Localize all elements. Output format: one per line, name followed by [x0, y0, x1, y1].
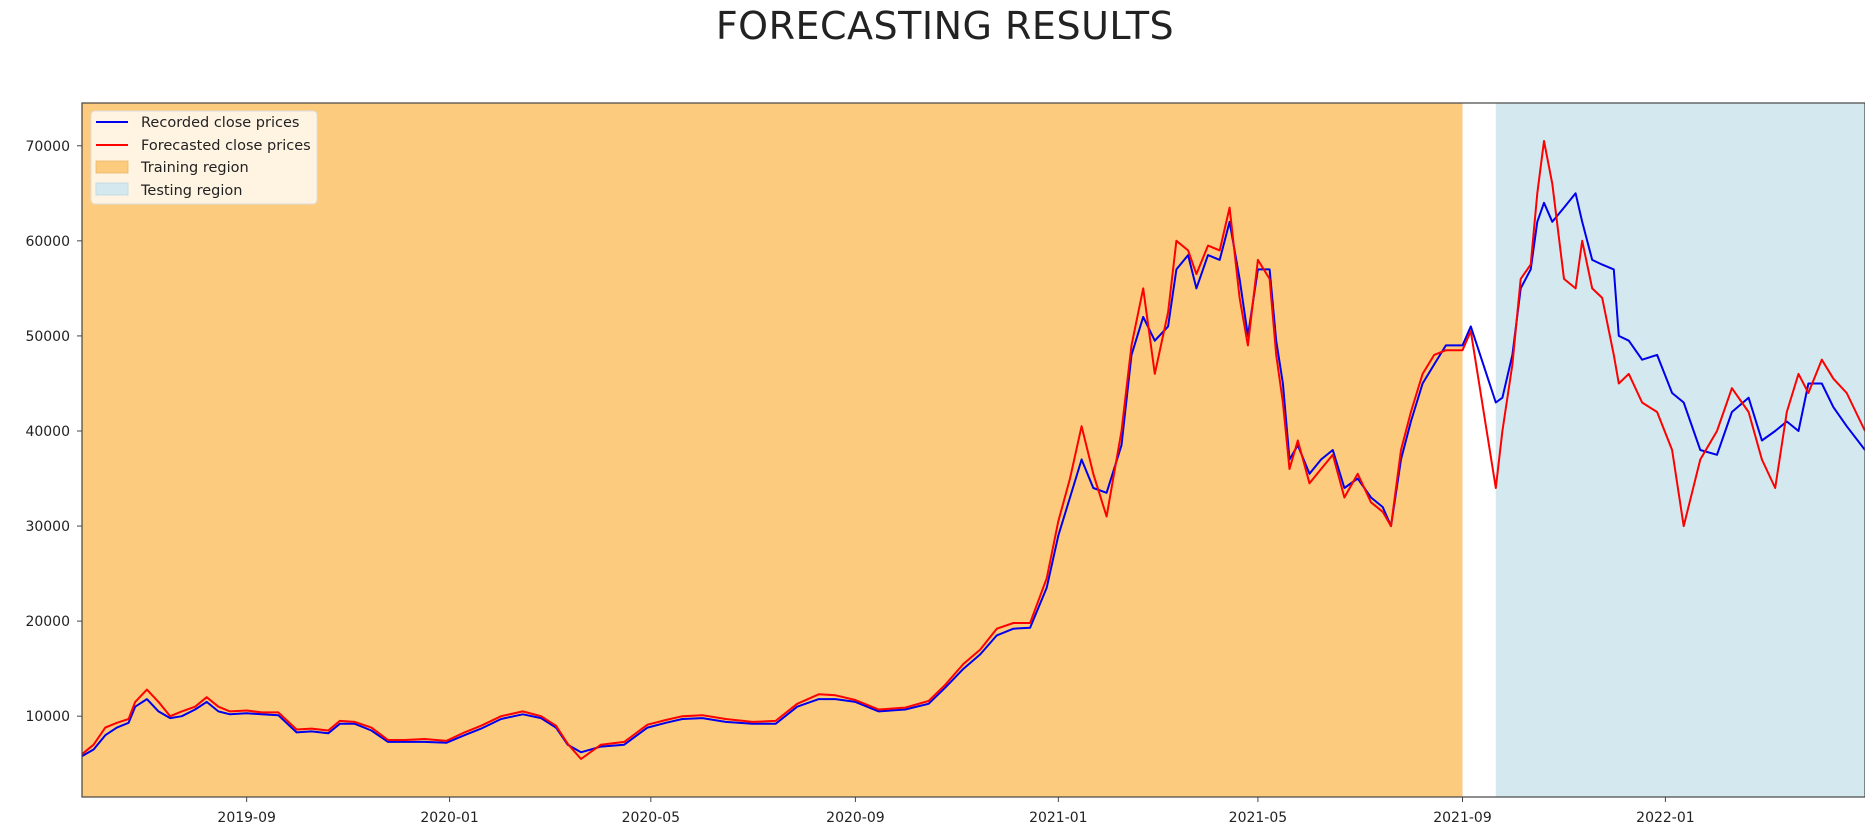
x-tick-label: 2021-05: [1229, 810, 1288, 826]
x-tick-label: 2020-01: [420, 810, 479, 826]
legend-swatch-training: [95, 160, 129, 174]
series-layer: [81, 140, 1865, 760]
y-tick-label: 10000: [25, 709, 70, 725]
legend-label-testing: Testing region: [140, 183, 242, 199]
x-tick-label: 2020-09: [826, 810, 885, 826]
y-axis: 10000 20000 30000 40000 50000 60000 70000: [25, 139, 82, 725]
y-tick-label: 40000: [25, 424, 70, 440]
x-tick-label: 2021-09: [1433, 810, 1492, 826]
x-tick-label: 2022-01: [1636, 810, 1695, 826]
x-tick-label: 2021-01: [1029, 810, 1088, 826]
legend: Recorded close prices Forecasted close p…: [90, 110, 318, 205]
x-tick-label: 2020-05: [622, 810, 681, 826]
series-line-recorded: [81, 192, 1865, 757]
y-tick-label: 60000: [25, 234, 70, 250]
legend-label-forecasted: Forecasted close prices: [141, 138, 311, 154]
series-line-forecasted: [81, 140, 1865, 760]
y-tick-label: 50000: [25, 329, 70, 345]
y-tick-label: 20000: [25, 614, 70, 630]
region-testing-region: [1495, 103, 1865, 797]
x-tick-label: 2019-09: [217, 810, 276, 826]
legend-label-training: Training region: [140, 160, 249, 176]
legend-swatch-testing: [95, 182, 129, 196]
x-axis: 2019-09 2020-01 2020-05 2020-09 2021-01 2021-…: [217, 797, 1695, 826]
plot-frame: [81, 102, 1865, 798]
legend-box: [90, 110, 318, 205]
legend-label-recorded: Recorded close prices: [141, 115, 299, 131]
region-training-region: [82, 103, 1463, 797]
region-layer: [82, 103, 1865, 797]
y-tick-label: 70000: [25, 139, 70, 155]
chart-title: FORECASTING RESULTS: [715, 4, 1175, 48]
y-tick-label: 30000: [25, 519, 70, 535]
